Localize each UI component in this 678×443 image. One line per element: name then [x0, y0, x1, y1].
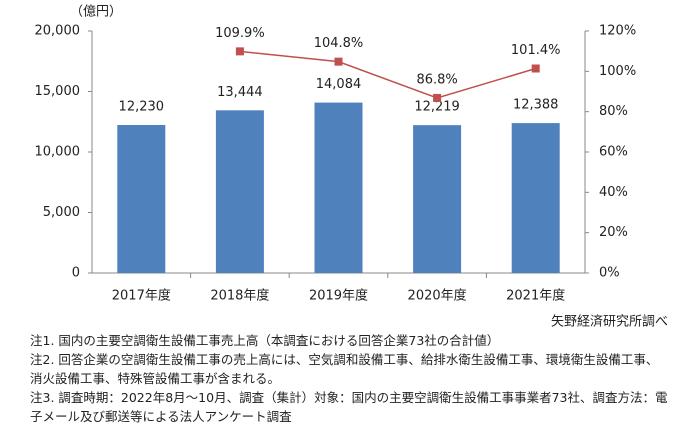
y-tick-label: 10,000: [35, 145, 81, 160]
x-tick-label: 2018年度: [210, 288, 269, 304]
bar: [314, 102, 363, 273]
y2-tick-label: 60%: [599, 145, 628, 160]
x-tick-label: 2017年度: [112, 288, 171, 304]
value-label: 12,230: [119, 100, 165, 115]
note: 注1. 国内の主要空調衛生設備工事売上高（本調査における回答企業73社の合計値）: [30, 333, 500, 348]
y2-tick-label: 20%: [599, 225, 628, 240]
value-label: 86.8%: [416, 72, 457, 87]
x-tick-label: 2019年度: [309, 288, 368, 304]
notes: 注1. 国内の主要空調衛生設備工事売上高（本調査における回答企業73社の合計値）…: [30, 331, 670, 426]
line: [239, 50, 536, 99]
value-label: 14,084: [316, 77, 362, 92]
bar: [413, 125, 462, 273]
source: 矢野経済研究所調べ: [551, 314, 668, 329]
value-label: 101.4%: [511, 43, 561, 58]
bar: [117, 125, 166, 273]
y-tick-label: 5,000: [43, 205, 80, 220]
value-label: 109.9%: [215, 26, 265, 41]
x-tick-label: 2021年度: [506, 288, 565, 304]
note: 注2. 回答企業の空調衛生設備工事の売上高には、空気調和設備工事、給排水衛生設備…: [30, 352, 659, 386]
value-label: 104.8%: [314, 36, 364, 51]
y-tick-label: 20,000: [35, 24, 81, 39]
y2-tick-label: 100%: [599, 64, 636, 79]
line-marker: [433, 93, 442, 102]
note: 注3. 調査時期：2022年8月～10月、調査（集計）対象：国内の主要空調衛生設…: [30, 390, 668, 424]
value-label: 12,219: [414, 100, 460, 115]
chart: （億円） 矢野経済研究所調べ 0 5,000 10,000 15,000 20,000 0…: [35, 4, 669, 329]
y2-tick-label: 40%: [599, 185, 628, 200]
y-tick-label: 15,000: [35, 84, 81, 99]
line-marker: [235, 47, 244, 56]
value-label: 13,444: [217, 85, 263, 100]
y-tick-label: 0: [72, 266, 80, 281]
value-label: 12,388: [513, 98, 559, 113]
y2-tick-label: 120%: [599, 24, 636, 39]
unit-label: （億円）: [70, 4, 122, 20]
line-marker: [531, 64, 540, 73]
bar: [215, 110, 264, 273]
x-tick-label: 2020年度: [408, 288, 467, 304]
y2-tick-label: 0%: [599, 266, 620, 281]
y2-tick-label: 80%: [599, 104, 628, 119]
line-marker: [334, 57, 343, 66]
bar: [511, 123, 560, 274]
